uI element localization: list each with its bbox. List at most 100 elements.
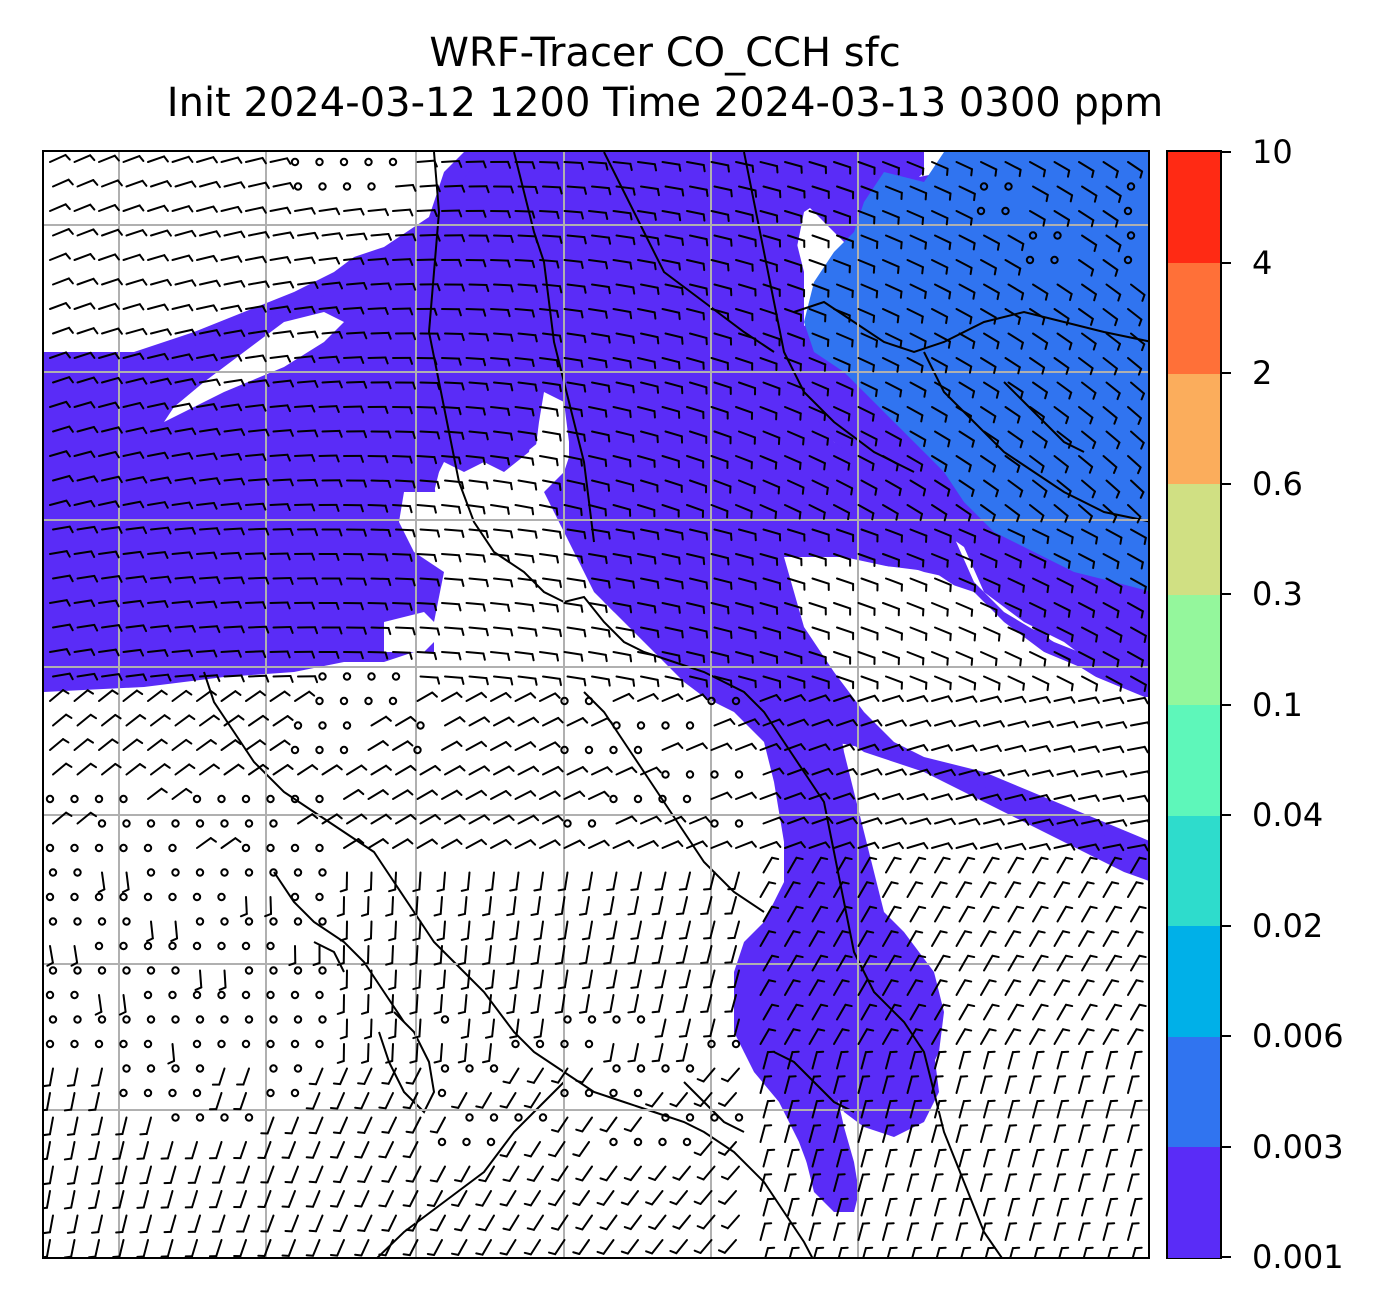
wind-barb-shaft <box>787 381 805 390</box>
wind-barb-shaft <box>686 161 705 166</box>
wind-barb-shaft <box>566 234 586 239</box>
wind-barb-shaft <box>465 691 483 702</box>
wind-barb-shaft <box>955 1075 962 1094</box>
wind-barb-shaft <box>1105 905 1116 923</box>
wind-barb-shaft <box>444 577 463 581</box>
wind-barb-flag <box>237 600 242 609</box>
calm-wind-marker <box>339 157 349 167</box>
wind-barb-shaft <box>784 979 795 996</box>
wind-barb-flag <box>1066 169 1071 178</box>
wind-barb-shaft <box>101 376 120 384</box>
wind-barb-flag <box>1045 794 1051 802</box>
wind-barb-flag <box>92 277 99 285</box>
wind-barb-shaft <box>651 1239 664 1255</box>
calm-wind-marker <box>489 1064 499 1073</box>
wind-barb-shaft <box>45 1190 51 1209</box>
wind-barb-shaft <box>784 743 802 751</box>
wind-barb-flag <box>335 256 341 265</box>
wind-barb-flag <box>873 743 880 751</box>
wind-barb-flag <box>717 1249 726 1254</box>
wind-barb-flag <box>1067 560 1071 569</box>
wind-barb-shaft <box>408 1092 419 1110</box>
wind-barb-shaft <box>615 381 635 388</box>
wind-barb-shaft <box>636 871 642 891</box>
wind-barb-shaft <box>1056 626 1074 637</box>
wind-barb-flag <box>506 554 511 563</box>
wind-barb-shaft <box>171 551 191 555</box>
wind-barb-shaft <box>860 1198 867 1217</box>
wind-barb-flag <box>190 229 197 238</box>
wind-barb-shaft <box>1056 720 1076 727</box>
wind-barb-shaft <box>416 258 436 261</box>
wind-barb-shaft <box>685 969 691 989</box>
wind-barb-shaft <box>909 817 928 825</box>
wind-barb-flag <box>580 604 584 613</box>
wind-barb-flag <box>86 738 95 744</box>
wind-barb-flag <box>1070 536 1074 545</box>
wind-barb-flag <box>1114 1003 1123 1008</box>
wind-barb-flag <box>457 505 462 515</box>
wind-barb-shaft <box>370 577 390 581</box>
wind-barb-shaft <box>955 553 974 562</box>
wind-barb-shaft <box>1078 843 1097 849</box>
wind-barb-shaft <box>664 185 684 191</box>
wind-barb-flag <box>678 888 688 891</box>
wind-barb-shaft <box>248 763 265 776</box>
wind-barb-flag <box>289 280 295 289</box>
wind-barb-shaft <box>1105 954 1116 972</box>
wind-barb-shaft <box>1081 905 1092 923</box>
wind-barb-flag <box>632 286 636 295</box>
wind-barb-shaft <box>931 602 949 611</box>
wind-barb-shaft <box>833 357 851 366</box>
wind-barb-flag <box>558 482 562 492</box>
wind-barb-shaft <box>591 626 610 632</box>
wind-barb-flag <box>237 551 242 560</box>
wind-barb-flag <box>482 554 486 563</box>
calm-wind-marker <box>143 941 153 951</box>
wind-barb-flag <box>408 553 413 562</box>
wind-barb-shaft <box>1053 651 1071 661</box>
wind-barb-flag <box>1135 1028 1144 1032</box>
wind-barb-flag <box>1112 515 1118 524</box>
wind-barb-flag <box>457 357 462 366</box>
wind-barb-shaft <box>1029 1028 1040 1045</box>
wind-barb-flag <box>332 1229 342 1233</box>
wind-barb-flag <box>1138 1003 1147 1008</box>
wind-barb-shaft <box>1102 504 1118 518</box>
wind-barb-shaft <box>220 690 237 702</box>
wind-barb-flag <box>436 529 441 538</box>
wind-barb-shaft <box>836 954 847 972</box>
wind-barb-shaft <box>762 1198 769 1217</box>
wind-barb-shaft <box>1032 381 1048 394</box>
wind-barb-shaft <box>738 577 757 584</box>
wind-barb-shaft <box>591 430 610 437</box>
wind-barb-flag <box>1065 856 1074 861</box>
wind-barb-flag <box>329 1107 339 1110</box>
wind-barb-flag <box>286 157 292 165</box>
wind-barb-flag <box>866 930 875 934</box>
wind-barb-flag <box>509 333 514 342</box>
wind-barb-shaft <box>416 838 434 849</box>
wind-barb-shaft <box>1007 1100 1014 1119</box>
wind-barb-shaft <box>637 259 656 265</box>
wind-barb-shaft <box>585 945 590 964</box>
wind-barb-shaft <box>1105 1051 1112 1070</box>
wind-barb-shaft <box>339 1116 348 1135</box>
wind-barb-flag <box>1138 905 1147 910</box>
wind-barb-shaft <box>150 575 169 580</box>
wind-barb-shaft <box>563 455 583 461</box>
wind-barb-shaft <box>245 650 264 653</box>
wind-barb-shaft <box>857 553 876 561</box>
wind-barb-flag <box>604 310 608 319</box>
wind-barb-flag <box>262 763 270 770</box>
wind-barb-flag <box>1141 293 1146 302</box>
wind-barb-shaft <box>983 1149 990 1168</box>
wind-barb-shaft <box>640 626 659 632</box>
wind-barb-flag <box>62 738 70 744</box>
wind-barb-shaft <box>49 400 68 408</box>
wind-barb-flag <box>775 841 782 848</box>
wind-barb-flag <box>656 678 660 688</box>
wind-barb-shaft <box>245 453 264 457</box>
wind-barb-flag <box>46 961 54 967</box>
wind-barb-shaft <box>661 161 681 166</box>
